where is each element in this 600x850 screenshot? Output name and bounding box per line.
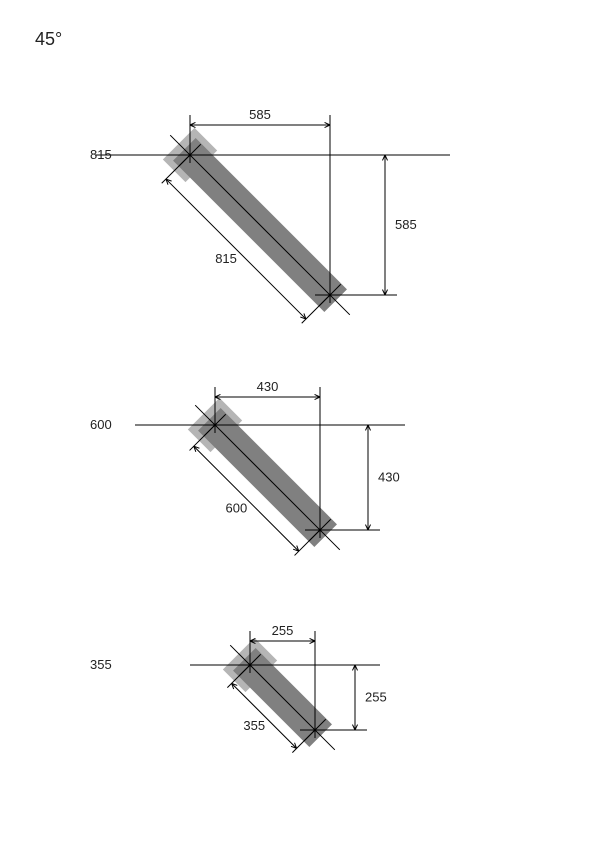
dim-diag-label: 355: [243, 718, 265, 733]
row-label: 600: [90, 417, 112, 432]
centerline: [195, 405, 340, 550]
centerline: [170, 135, 350, 315]
dim-right-label: 255: [365, 690, 387, 705]
fig-355: 255 255 355 355: [90, 623, 387, 753]
dim-diag-label: 600: [226, 501, 248, 516]
dim-top-label: 585: [249, 107, 271, 122]
fig-600: 430 430 600 600: [90, 379, 405, 555]
row-label: 355: [90, 657, 112, 672]
page-title: 45°: [35, 29, 62, 49]
row-label: 815: [90, 147, 112, 162]
dim-right-label: 430: [378, 470, 400, 485]
diagram-svg: 45° 585 585 815 815 430 430 600 600 255 255 355 355: [0, 0, 600, 850]
dim-right-label: 585: [395, 217, 417, 232]
dim-diag-label: 815: [215, 251, 237, 266]
diagram-stage: 45° 585 585 815 815 430 430 600 600 255 255 355 355: [0, 0, 600, 850]
fig-815: 585 585 815 815: [90, 107, 450, 323]
dim-top-label: 255: [272, 623, 294, 638]
dim-top-label: 430: [257, 379, 279, 394]
